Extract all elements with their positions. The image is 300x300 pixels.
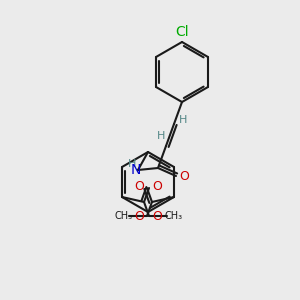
Text: H: H [179,115,187,125]
Text: Cl: Cl [175,25,189,39]
Text: CH₃: CH₃ [115,211,133,221]
Text: O: O [152,209,162,223]
Text: O: O [134,181,144,194]
Text: N: N [131,163,141,177]
Text: O: O [134,209,144,223]
Text: O: O [179,169,189,182]
Text: CH₃: CH₃ [165,211,183,221]
Text: H: H [128,159,136,169]
Text: H: H [157,131,165,141]
Text: O: O [152,181,162,194]
